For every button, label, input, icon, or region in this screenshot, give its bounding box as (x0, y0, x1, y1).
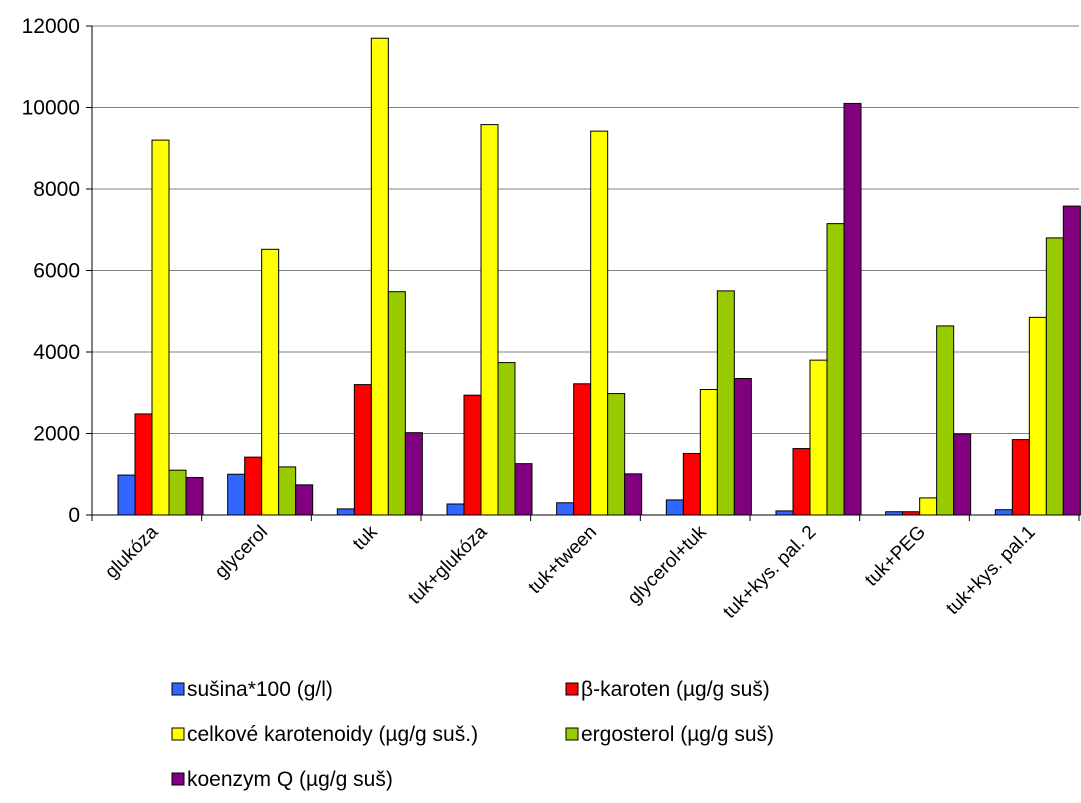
legend-label: celkové karotenoidy (µg/g suš.) (187, 723, 478, 746)
bar-5-1 (185, 477, 204, 516)
bar-1-9 (994, 509, 1013, 516)
bar-1-3 (336, 508, 355, 516)
x-category-label: tuk+PEG (861, 522, 930, 591)
legend-swatch (171, 772, 185, 786)
bar-4-2 (278, 466, 297, 516)
bar-1-7 (775, 510, 794, 516)
bar-3-4 (480, 124, 499, 516)
bar-1-2 (227, 473, 246, 516)
bar-1-1 (117, 474, 136, 516)
y-tick-label: 10000 (22, 97, 80, 120)
legend-swatch (565, 682, 579, 696)
bar-3-5 (590, 130, 609, 516)
y-tick-label: 2000 (33, 423, 80, 446)
legend-label: β-karoten (µg/g suš) (581, 678, 770, 701)
legend-label: koenzym Q (µg/g suš) (187, 768, 393, 791)
x-category-label: glycerol+tuk (624, 521, 711, 608)
bar-5-2 (295, 484, 314, 516)
bar-5-9 (1062, 205, 1081, 516)
y-tick-label: 0 (68, 504, 80, 527)
x-category-label: tuk+glukóza (404, 521, 491, 608)
y-tick-label: 4000 (33, 341, 80, 364)
bar-5-4 (514, 463, 533, 516)
bar-5-5 (624, 473, 643, 516)
bar-2-1 (134, 413, 153, 516)
bar-2-5 (573, 383, 592, 516)
bar-2-6 (682, 452, 701, 516)
legend-swatch (565, 727, 579, 741)
legend-label: ergosterol (µg/g suš) (581, 723, 774, 746)
bar-3-3 (370, 37, 389, 516)
x-category-label: tuk+kys. pal. 2 (719, 522, 820, 623)
bar-4-9 (1045, 237, 1064, 516)
bar-4-5 (607, 393, 626, 516)
bar-4-8 (936, 325, 955, 516)
bar-2-9 (1011, 439, 1030, 516)
bar-5-7 (843, 102, 862, 516)
legend-label: sušina*100 (g/l) (187, 678, 333, 701)
x-category-label: tuk+tween (525, 522, 601, 598)
y-tick-label: 6000 (33, 260, 80, 283)
bar-2-3 (353, 384, 372, 516)
bar-4-6 (716, 290, 735, 516)
bar-3-8 (919, 497, 938, 516)
bar-5-6 (733, 377, 752, 516)
bar-5-3 (404, 432, 423, 516)
bar-3-9 (1028, 316, 1047, 516)
x-category-label: glukóza (101, 521, 162, 582)
x-category-label: tuk+kys. pal.1 (942, 522, 1039, 619)
axes (86, 25, 1080, 521)
y-tick-label: 8000 (33, 178, 80, 201)
x-category-label: glycerol (211, 522, 272, 583)
bar-4-4 (497, 362, 516, 516)
legend-swatch (171, 682, 185, 696)
bar-4-3 (387, 291, 406, 516)
bar-3-1 (151, 139, 170, 516)
bar-3-6 (699, 388, 718, 516)
bar-3-2 (261, 248, 280, 516)
bar-1-6 (665, 499, 684, 516)
x-category-label: tuk (349, 521, 382, 554)
bars (117, 37, 1081, 516)
legend-swatch (171, 727, 185, 741)
bar-4-1 (168, 469, 187, 516)
bar-2-2 (244, 456, 263, 516)
bar-3-7 (809, 359, 828, 516)
legend: sušina*100 (g/l) β-karoten (µg/g suš) celk… (171, 678, 774, 791)
bar-1-5 (556, 502, 575, 516)
bar-1-4 (446, 503, 465, 516)
gridlines (92, 25, 1079, 434)
x-axis-category-labels: glukóza glycerol tuk tuk+glukóza tuk+tween gl… (101, 521, 1039, 622)
y-tick-label: 12000 (22, 15, 80, 38)
bar-2-4 (463, 394, 482, 516)
bar-2-7 (792, 448, 811, 516)
y-axis-tick-labels: 0 2000 4000 6000 8000 10000 12000 (22, 15, 80, 527)
bar-4-7 (826, 223, 845, 516)
bar-5-8 (953, 433, 972, 516)
